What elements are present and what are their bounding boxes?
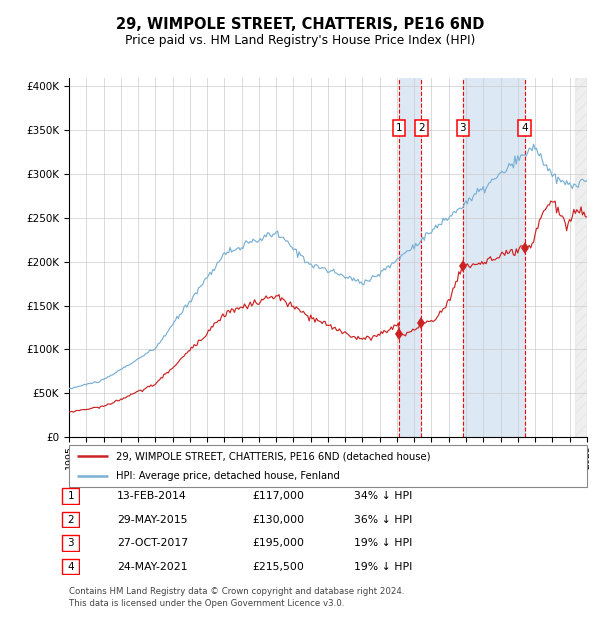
- Text: 27-OCT-2017: 27-OCT-2017: [117, 538, 188, 548]
- Bar: [575, 78, 587, 437]
- Text: Price paid vs. HM Land Registry's House Price Index (HPI): Price paid vs. HM Land Registry's House …: [125, 34, 475, 47]
- Text: 19% ↓ HPI: 19% ↓ HPI: [354, 562, 412, 572]
- Text: This data is licensed under the Open Government Licence v3.0.: This data is licensed under the Open Gov…: [69, 598, 344, 608]
- Text: 4: 4: [521, 123, 528, 133]
- Text: 4: 4: [67, 562, 74, 572]
- Text: 29-MAY-2015: 29-MAY-2015: [117, 515, 187, 525]
- Bar: [399, 78, 421, 437]
- Text: 3: 3: [67, 538, 74, 548]
- Text: 29, WIMPOLE STREET, CHATTERIS, PE16 6ND (detached house): 29, WIMPOLE STREET, CHATTERIS, PE16 6ND …: [116, 451, 430, 461]
- Text: 1: 1: [67, 491, 74, 501]
- Text: £117,000: £117,000: [252, 491, 304, 501]
- Text: 3: 3: [460, 123, 466, 133]
- Text: 29, WIMPOLE STREET, CHATTERIS, PE16 6ND: 29, WIMPOLE STREET, CHATTERIS, PE16 6ND: [116, 17, 484, 32]
- Text: £130,000: £130,000: [252, 515, 304, 525]
- Text: 13-FEB-2014: 13-FEB-2014: [117, 491, 187, 501]
- Text: 19% ↓ HPI: 19% ↓ HPI: [354, 538, 412, 548]
- Text: 2: 2: [67, 515, 74, 525]
- Text: 2: 2: [418, 123, 425, 133]
- Text: 24-MAY-2021: 24-MAY-2021: [117, 562, 187, 572]
- Text: 1: 1: [395, 123, 403, 133]
- Text: HPI: Average price, detached house, Fenland: HPI: Average price, detached house, Fenl…: [116, 471, 340, 481]
- Text: £215,500: £215,500: [252, 562, 304, 572]
- Text: Contains HM Land Registry data © Crown copyright and database right 2024.: Contains HM Land Registry data © Crown c…: [69, 587, 404, 596]
- Bar: [463, 78, 524, 437]
- Text: 34% ↓ HPI: 34% ↓ HPI: [354, 491, 412, 501]
- Text: £195,000: £195,000: [252, 538, 304, 548]
- Text: 36% ↓ HPI: 36% ↓ HPI: [354, 515, 412, 525]
